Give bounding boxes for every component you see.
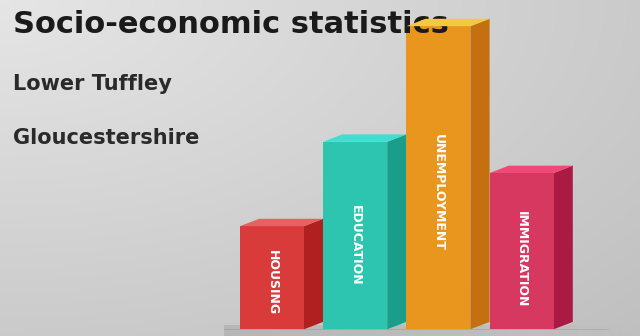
Text: Lower Tuffley: Lower Tuffley bbox=[13, 74, 172, 94]
Polygon shape bbox=[406, 19, 490, 26]
Polygon shape bbox=[323, 134, 406, 142]
Polygon shape bbox=[387, 134, 406, 329]
Bar bbox=[240, 226, 304, 329]
Text: IMMIGRATION: IMMIGRATION bbox=[515, 211, 528, 307]
Text: HOUSING: HOUSING bbox=[266, 250, 278, 316]
Text: Socio-economic statistics: Socio-economic statistics bbox=[13, 10, 449, 39]
Polygon shape bbox=[240, 219, 323, 226]
Bar bbox=[490, 173, 554, 329]
Polygon shape bbox=[490, 166, 573, 173]
Polygon shape bbox=[554, 166, 573, 329]
Text: UNEMPLOYMENT: UNEMPLOYMENT bbox=[432, 134, 445, 251]
Text: EDUCATION: EDUCATION bbox=[349, 205, 362, 285]
Polygon shape bbox=[304, 219, 323, 329]
Text: Gloucestershire: Gloucestershire bbox=[13, 128, 199, 148]
Polygon shape bbox=[470, 19, 490, 329]
Bar bbox=[323, 142, 387, 329]
Bar bbox=[406, 26, 470, 329]
